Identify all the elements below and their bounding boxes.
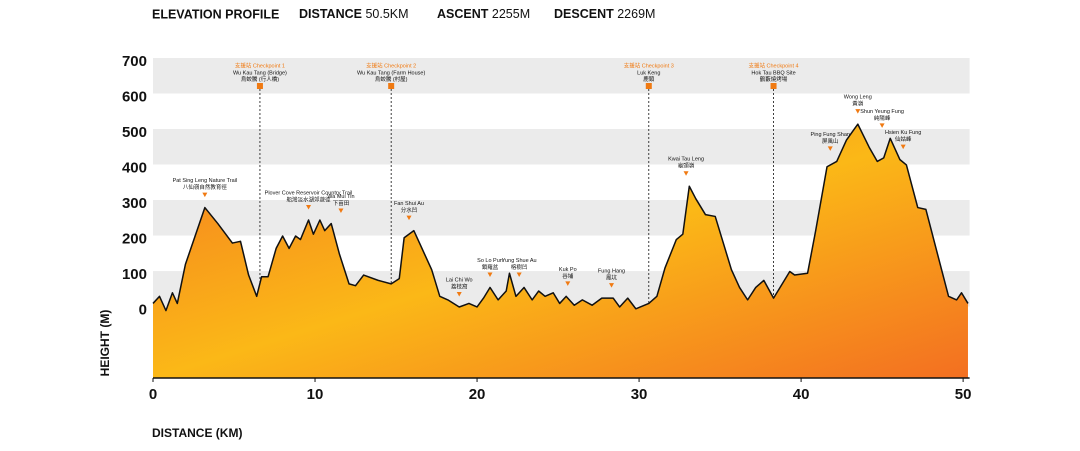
place-name: Fan Shui Au	[394, 201, 424, 207]
y-tick-label: 0	[139, 302, 147, 319]
place-name: Kuk Po	[559, 267, 577, 273]
checkpoint-name: Wu Kau Tang (Bridge)	[233, 70, 287, 76]
x-tick-label: 10	[307, 386, 324, 403]
stat-value: 50.5KM	[365, 7, 408, 21]
y-tick-label: 400	[122, 159, 147, 176]
place-name-zh: 黃嶺	[852, 100, 864, 108]
y-tick-label: 500	[122, 124, 147, 141]
y-axis-label: HEIGHT (M)	[98, 310, 112, 377]
place-name-zh: 屏風山	[822, 137, 839, 145]
stat: DESCENT 2269M	[554, 7, 655, 21]
stat-label: DISTANCE	[299, 7, 362, 21]
checkpoint-name: Luk Keng	[637, 70, 660, 76]
checkpoint-tag: 支援站 Checkpoint 1	[235, 61, 285, 69]
place-marker	[855, 109, 861, 114]
place-marker	[338, 208, 344, 214]
grid-band	[153, 129, 970, 165]
place-marker	[487, 272, 493, 277]
elevation-line	[152, 123, 969, 312]
checkpoint-tag: 支援站 Checkpoint 4	[748, 61, 798, 69]
place-name-zh: 下苗田	[333, 199, 350, 207]
place-name: Wa Mui Tin	[327, 194, 354, 200]
place-marker	[306, 205, 312, 210]
place-marker	[406, 215, 412, 221]
place-name-zh: 八仙嶺自然教育徑	[183, 183, 228, 191]
place-marker	[516, 272, 522, 277]
place-name-zh: 仙姑峰	[895, 135, 912, 143]
place-name-zh: 谷埔	[562, 272, 574, 280]
checkpoint-name: Wu Kau Tang (Farm House)	[357, 70, 425, 76]
place-name: Wong Leng	[844, 95, 872, 101]
checkpoint-marker	[256, 83, 263, 89]
stat-label: ASCENT	[437, 7, 489, 21]
place-marker	[202, 192, 208, 198]
elevation-area	[153, 124, 968, 379]
place-marker	[900, 144, 906, 150]
place-name-zh: 分水凹	[401, 206, 418, 214]
place-name: Kwai Tau Leng	[668, 157, 704, 163]
checkpoint-name: Hok Tau BBQ Site	[751, 70, 795, 76]
y-tick-label: 100	[122, 266, 147, 283]
place-name-zh: 榕樹凹	[511, 263, 528, 271]
place-name: Pat Sing Leng Nature Trail	[173, 178, 238, 184]
stat: DISTANCE 50.5KM	[299, 7, 409, 21]
place-name: Shun Yeung Fung	[860, 109, 904, 115]
stat-label: DESCENT	[554, 7, 614, 21]
checkpoint-tag: 支援站 Checkpoint 3	[624, 61, 674, 69]
y-tick-label: 300	[122, 195, 147, 212]
y-tick-label: 600	[122, 88, 147, 105]
stat: ASCENT 2255M	[437, 7, 530, 21]
place-name: Plover Cove Reservoir Country Trail	[265, 190, 353, 196]
place-name: Lai Chi Wo	[446, 277, 473, 283]
checkpoint-name-zh: 烏蛟騰 (行人橋)	[241, 75, 279, 83]
place-name: Fung Hang	[598, 269, 625, 275]
stat-value: 2269M	[617, 7, 655, 21]
y-tick-label: 200	[122, 230, 147, 247]
place-name: So Lo Pun	[477, 258, 503, 264]
place-marker	[565, 281, 571, 286]
x-tick-label: 0	[149, 386, 157, 403]
checkpoint-name-zh: 鶴藪燒烤場	[760, 75, 788, 83]
place-name-zh: 鎖羅盆	[482, 263, 499, 271]
chart-title: ELEVATION PROFILE	[152, 7, 279, 21]
x-axis-label: DISTANCE (KM)	[152, 426, 242, 440]
place-name: Hsien Ku Fung	[885, 130, 921, 136]
checkpoint-marker	[645, 83, 652, 89]
place-marker	[879, 123, 885, 128]
place-name: Ping Fung Shan	[811, 132, 850, 138]
place-name: Yung Shue Au	[502, 258, 537, 264]
place-marker	[827, 146, 833, 151]
place-marker	[609, 283, 615, 288]
place-name-zh: 龜頭嶺	[678, 162, 695, 170]
x-tick-label: 40	[793, 386, 810, 403]
place-name-zh: 船灣淡水湖郊遊徑	[287, 195, 332, 203]
checkpoint-marker	[770, 83, 777, 89]
checkpoint-tag: 支援站 Checkpoint 2	[366, 61, 416, 69]
place-name-zh: 鳳坑	[606, 274, 618, 282]
grid-band	[153, 58, 970, 94]
stat-value: 2255M	[492, 7, 530, 21]
x-tick-label: 20	[469, 386, 486, 403]
place-name-zh: 荔枝窩	[451, 282, 468, 290]
checkpoint-marker	[388, 83, 395, 89]
place-marker	[683, 171, 689, 176]
place-marker	[456, 291, 462, 297]
checkpoint-name-zh: 鹿頸	[643, 75, 655, 83]
y-tick-label: 700	[122, 53, 147, 70]
x-tick-label: 50	[955, 386, 972, 403]
place-name-zh: 純陽峰	[874, 114, 891, 122]
x-tick-label: 30	[631, 386, 648, 403]
checkpoint-name-zh: 烏蛟騰 (村屋)	[375, 75, 408, 83]
